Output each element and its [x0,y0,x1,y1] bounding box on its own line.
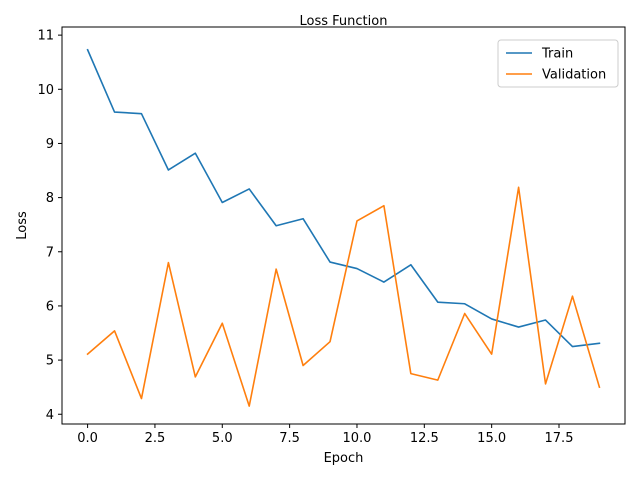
legend: Train Validation [497,39,619,88]
y-axis-label: Loss [15,211,30,240]
series-layer [86,48,601,407]
chart-title: Loss Function [300,14,388,29]
legend-label-train: Train [541,47,573,62]
x-tick-label: 7.5 [279,431,300,446]
x-tick-label: 15.0 [477,431,506,446]
legend-label-validation: Validation [542,68,606,83]
y-tick-label: 7 [46,245,54,260]
y-tick-label: 10 [37,83,54,98]
y-tick-label: 4 [46,408,54,423]
x-axis: 0.0 2.5 5.0 7.5 10.0 12.5 15.0 17.5 [77,424,573,446]
y-tick-label: 8 [46,191,54,206]
y-tick-label: 5 [46,354,54,369]
y-tick-label: 11 [37,29,54,44]
y-tick-label: 6 [46,299,54,314]
x-tick-label: 12.5 [410,431,439,446]
plot-frame [61,26,626,425]
legend-box [497,39,619,88]
series-line-validation [86,186,601,407]
x-axis-label: Epoch [324,451,364,466]
x-tick-label: 10.0 [342,431,371,446]
x-tick-label: 17.5 [545,431,574,446]
series-line-train [86,48,601,348]
x-tick-label: 2.5 [145,431,166,446]
y-axis: 4 5 6 7 8 9 10 11 [37,29,62,423]
x-tick-label: 5.0 [212,431,233,446]
y-tick-label: 9 [46,137,54,152]
x-tick-label: 0.0 [77,431,98,446]
